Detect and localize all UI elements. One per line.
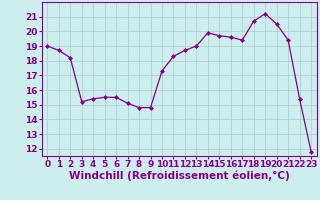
- X-axis label: Windchill (Refroidissement éolien,°C): Windchill (Refroidissement éolien,°C): [69, 171, 290, 181]
